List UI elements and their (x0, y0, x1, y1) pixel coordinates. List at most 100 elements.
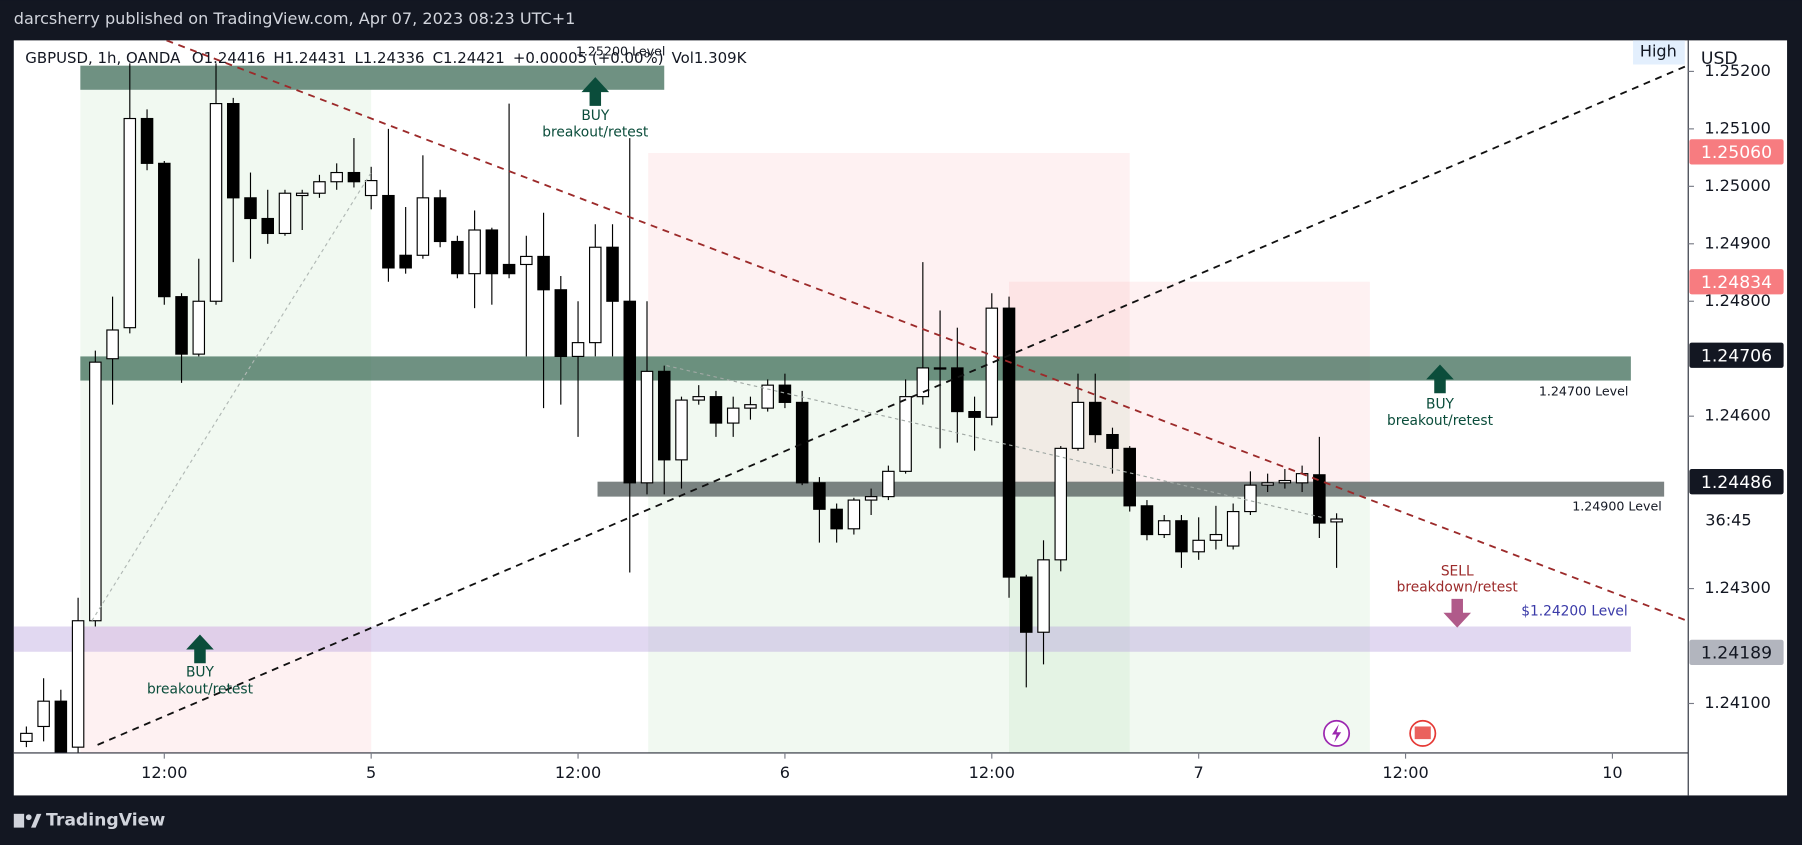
candle-body (399, 254, 412, 269)
candle-body (295, 192, 309, 197)
candle-body (140, 117, 154, 164)
arrow-up (186, 634, 214, 664)
candle-body (244, 197, 257, 220)
scale-mode-badge (1633, 40, 1685, 65)
candle-body (951, 367, 964, 413)
y-tick-label: 1.25100 (1704, 118, 1771, 137)
countdown: 36:45 (1705, 510, 1751, 529)
price-badge-label: 1.24834 (1701, 273, 1772, 293)
annotation: BUY (581, 108, 610, 124)
candle-body (657, 370, 671, 461)
candle-body (813, 482, 826, 510)
annotation: breakdown/retest (1397, 579, 1519, 595)
publish-header: darcsherry published on TradingView.com,… (14, 9, 576, 28)
candle-body (847, 499, 861, 530)
y-tick-label: 1.24300 (1704, 578, 1771, 597)
candle-body (744, 404, 757, 409)
price-badge-label: 1.24486 (1701, 473, 1772, 493)
candle-body (347, 171, 361, 183)
plot-area (13, 40, 1688, 753)
candle-body (571, 342, 585, 357)
candle-body (89, 361, 102, 622)
candle-body (537, 255, 550, 291)
candle-body (606, 246, 619, 302)
candle-body (1071, 401, 1085, 449)
candle-body (589, 246, 602, 344)
symbol: GBPUSD, 1h, OANDA (25, 49, 181, 67)
candle-body (416, 197, 430, 256)
legend-value: C1.24421 (433, 49, 505, 67)
candle-body (330, 171, 343, 183)
candle-body (623, 300, 637, 484)
candle-body (313, 181, 326, 194)
candle-body (71, 620, 85, 748)
candle-body (192, 300, 206, 355)
zone (80, 356, 1631, 381)
annotation: BUY (1426, 397, 1455, 413)
arrow-down (1443, 598, 1472, 628)
annotation: breakout/retest (147, 682, 254, 698)
candle-body (675, 399, 688, 461)
candle-body (864, 496, 878, 501)
price-badge-label: 1.25060 (1701, 143, 1772, 163)
candle-body (433, 197, 447, 243)
candle-body (726, 407, 740, 424)
x-tick-label: 12:00 (141, 763, 187, 782)
candle-body (1261, 482, 1274, 486)
candle-body (175, 296, 188, 355)
candle-body (1313, 474, 1326, 524)
candle-body (1330, 518, 1343, 523)
logo-mark (13, 813, 25, 828)
arrow-up (581, 77, 610, 106)
y-tick-label: 1.24100 (1704, 693, 1771, 712)
zone (1009, 281, 1370, 483)
candle-body (520, 255, 533, 266)
candle-body (1054, 447, 1068, 561)
candle-body (468, 229, 481, 275)
annotation: SELL (1441, 563, 1474, 579)
scale-mode: High (1640, 41, 1677, 60)
candle-body (278, 192, 292, 235)
ohlc: O1.24416 H1.24431 L1.24336 C1.24421 +0.00005… (192, 49, 748, 67)
annotation: BUY (186, 664, 215, 680)
overlay: 1.25200 LevelBUYbreakout/retestBUYbreako… (147, 43, 1662, 697)
legend: GBPUSD, 1h, OANDA O1.24416 H1.24431 L1.2433… (25, 49, 747, 67)
event-icon-bolt (1331, 724, 1342, 743)
candle-body (640, 370, 654, 484)
footer-brand: TradingView (46, 811, 165, 831)
candle-body (968, 411, 981, 418)
legend-value: L1.24336 (354, 49, 424, 67)
countdown-badge (1689, 506, 1784, 533)
candle-body (1209, 533, 1223, 541)
y-tick-label: 1.24800 (1704, 291, 1771, 310)
candle-body (899, 396, 912, 472)
annotation: breakout/retest (1387, 413, 1494, 429)
candle-body (54, 700, 68, 753)
x-tick-label: 12:00 (1382, 763, 1428, 782)
candle-body (226, 103, 240, 199)
logo-mark (31, 813, 42, 828)
legend-value: Vol1.309K (672, 49, 748, 67)
candle-body (1123, 447, 1136, 507)
trend-line (166, 40, 1688, 622)
x-tick-label: 12:00 (555, 763, 601, 782)
candle-body (1192, 539, 1205, 553)
y-tick-label: 1.25200 (1704, 61, 1771, 80)
candle-body (364, 180, 378, 197)
price-badge-label: 1.24189 (1701, 643, 1772, 663)
candle-body (37, 700, 50, 728)
candle-body (830, 508, 843, 530)
arrow-up (1426, 364, 1454, 394)
candle-body (1226, 510, 1240, 547)
candle-body (1002, 307, 1016, 578)
candle-body (20, 732, 33, 742)
logo-dot (25, 814, 32, 821)
candle-body (933, 367, 947, 370)
candle-body (502, 263, 516, 275)
x-tick-label: 12:00 (969, 763, 1015, 782)
price-badge (1689, 342, 1784, 368)
candle-body (382, 194, 395, 269)
trend-line (91, 172, 372, 622)
